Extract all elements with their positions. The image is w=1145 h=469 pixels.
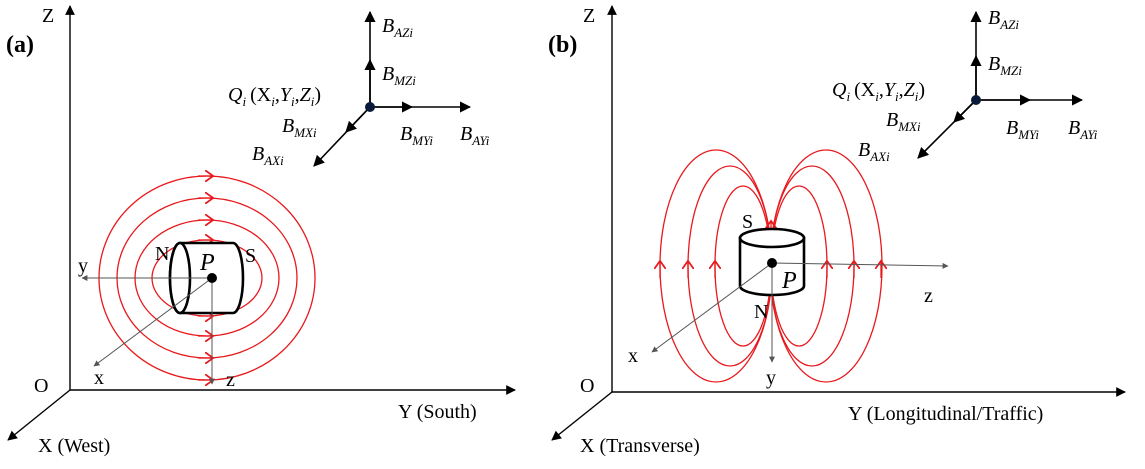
panel-a-q-coords: Qi (Xi,Yi,Zi) — [228, 84, 321, 109]
panel-a-vector-diagram: BAZi BMZi BMXi BAXi BMYi BAYi Qi (Xi,Yi,Z… — [228, 10, 490, 168]
panel-b-x-axis — [551, 391, 613, 441]
panel-b-local-z-axis — [771, 262, 949, 269]
panel-a-local-x-axis — [93, 277, 213, 367]
panel-a-b-mx: BMXi — [282, 115, 317, 140]
panel-b-z-label: Z — [583, 5, 595, 27]
panel-a-local-z-label: z — [226, 369, 235, 391]
panel-b-n-label: N — [754, 301, 768, 323]
panel-a-b-ay: BAYi — [460, 123, 490, 148]
panel-b-y-label: Y (Longitudinal/Traffic) — [848, 403, 1043, 425]
panel-b-local-x-label: x — [628, 345, 638, 367]
panel-b-point-p — [767, 258, 777, 268]
panel-b: (b) Z Y (Longitudinal/Traffic) X (Transv… — [548, 5, 1126, 457]
panel-a-b-ax: BAXi — [252, 143, 284, 168]
panel-a-b-my: BMYi — [400, 123, 433, 148]
panel-a-y-label: Y (South) — [398, 401, 477, 423]
panel-a-point-p — [207, 273, 217, 283]
panel-a-p-label: P — [199, 250, 215, 276]
panel-a-x-axis — [7, 389, 71, 441]
panel-b-origin-label: O — [580, 375, 594, 397]
panel-b-tag: (b) — [548, 32, 577, 58]
panel-a-n-label: N — [155, 243, 169, 265]
panel-b-s-label: S — [742, 211, 753, 233]
panel-b-p-label: P — [781, 268, 797, 294]
panel-b-b-my: BMYi — [1006, 117, 1039, 142]
panel-a-local-y-label: y — [78, 255, 88, 277]
panel-b-b-mz: BMZi — [988, 53, 1022, 78]
panel-a-b-mz: BMZi — [382, 63, 416, 88]
panel-a: (a) Z Y (South) X (West) O — [6, 5, 516, 457]
panel-b-b-az: BAZi — [988, 7, 1019, 32]
panel-b-q-coords: Qi (Xi,Yi,Zi) — [832, 79, 925, 104]
panel-a-local-x-label: x — [94, 367, 104, 389]
panel-a-origin-label: O — [34, 375, 48, 397]
panel-a-point-q — [365, 102, 375, 112]
panel-a-z-label: Z — [42, 5, 54, 27]
panel-b-vector-diagram: BAZi BMZi BMXi BAXi BMYi BAYi Qi (Xi,Yi,Z… — [832, 7, 1098, 164]
panel-b-local-z-label: z — [924, 285, 933, 307]
panel-a-tag: (a) — [6, 32, 34, 58]
panel-a-s-label: S — [245, 245, 256, 267]
panel-b-x-label: X (Transverse) — [580, 435, 700, 457]
panel-a-b-az: BAZi — [382, 15, 413, 40]
panel-b-local-x-axis — [651, 262, 773, 353]
panel-b-point-q — [971, 95, 981, 105]
panel-b-local-y-label: y — [766, 367, 776, 389]
panel-b-b-mx: BMXi — [886, 109, 921, 134]
panel-a-x-label: X (West) — [38, 435, 110, 457]
panel-b-b-ay: BAYi — [1068, 117, 1098, 142]
panel-b-b-ax: BAXi — [858, 139, 890, 164]
